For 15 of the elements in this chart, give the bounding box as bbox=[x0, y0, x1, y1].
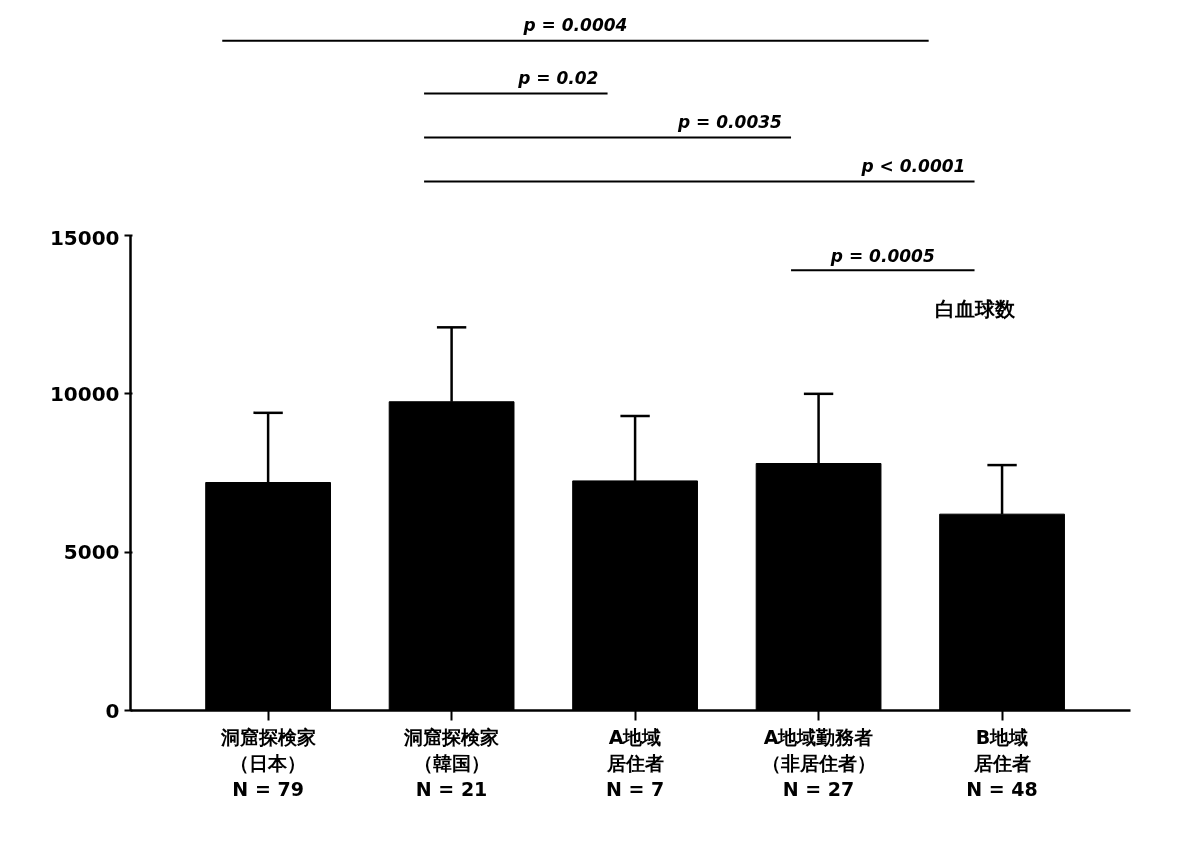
annotation: p = 0.0005 bbox=[829, 245, 935, 266]
x-tick-label: 洞窟探検家（韓国） N = 21 bbox=[403, 725, 500, 801]
text: 白血球数 bbox=[934, 297, 1016, 321]
x-tick-label: 洞窟探検家（日本） N = 79 bbox=[219, 725, 316, 801]
text: p = 0.02 bbox=[517, 68, 599, 89]
y-tick-label: 15000 bbox=[49, 225, 120, 250]
y-tick-label: 10000 bbox=[49, 381, 120, 406]
x-tick-label: A地域居住者 N = 7 bbox=[605, 725, 665, 801]
text: p = 0.0004 bbox=[522, 15, 628, 36]
y-tick-label: 5000 bbox=[63, 540, 120, 565]
x-tick-label: B地域居住者 N = 48 bbox=[966, 725, 1038, 801]
x-tick-label: A地域勤務者（非居住者） N = 27 bbox=[761, 725, 876, 801]
text: p = 0.0035 bbox=[677, 112, 782, 133]
y-tick-label: 0 bbox=[105, 698, 120, 723]
text: p < 0.0001 bbox=[860, 156, 966, 177]
